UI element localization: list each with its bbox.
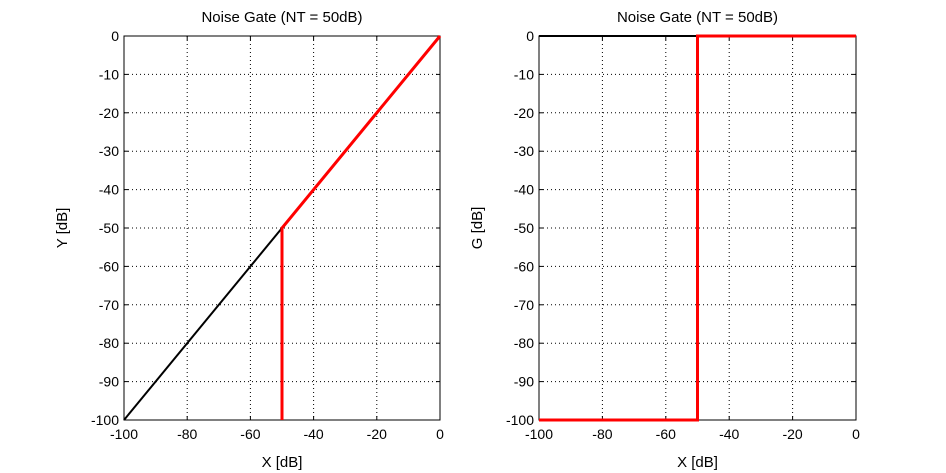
x-tick-label: -100	[110, 426, 138, 442]
x-tick-label: -40	[719, 426, 739, 442]
y-tick-label: -20	[514, 105, 534, 121]
y-tick-label: -40	[514, 182, 534, 198]
series-line-1	[123, 227, 283, 421]
y-tick-label: -40	[99, 182, 119, 198]
series-line-2	[280, 35, 442, 420]
chart-title: Noise Gate (NT = 50dB)	[617, 9, 778, 26]
y-tick-label: -20	[99, 105, 119, 121]
x-axis-label: X [dB]	[677, 454, 718, 471]
y-tick-label: -60	[99, 258, 119, 274]
y-tick-label: -60	[514, 258, 534, 274]
series-line-2	[539, 34, 856, 422]
left-chart: -100 -80 -60 -40 -20 0 0 -10 -20 -30 -40 -50 -60 -70 -…	[54, 9, 444, 471]
y-tick-label: -50	[514, 220, 534, 236]
x-tick-label: 0	[436, 426, 444, 442]
y-axis-label: G [dB]	[469, 207, 486, 250]
y-tick-label: -10	[99, 66, 119, 82]
right-chart: -100 -80 -60 -40 -20 0 0 -10 -20 -30 -40 -50 -60 -70 -…	[469, 9, 860, 471]
x-tick-label: -60	[656, 426, 676, 442]
y-tick-label: -50	[99, 220, 119, 236]
y-tick-label: -90	[514, 374, 534, 390]
y-tick-label: -90	[99, 374, 119, 390]
y-tick-label: -30	[514, 143, 534, 159]
x-tick-label: -100	[525, 426, 553, 442]
y-tick-label: -100	[91, 412, 119, 428]
x-tick-label: -80	[177, 426, 197, 442]
x-tick-label: -60	[240, 426, 260, 442]
y-tick-label: -10	[514, 66, 534, 82]
y-tick-label: 0	[526, 28, 534, 44]
y-tick-label: -100	[506, 412, 534, 428]
chart-title: Noise Gate (NT = 50dB)	[201, 9, 362, 26]
x-tick-label: -20	[782, 426, 802, 442]
y-tick-label: -80	[99, 335, 119, 351]
x-tick-label: -20	[367, 426, 387, 442]
x-axis-label: X [dB]	[262, 454, 303, 471]
x-tick-label: -80	[592, 426, 612, 442]
y-tick-label: -80	[514, 335, 534, 351]
y-axis-label: Y [dB]	[54, 208, 71, 249]
y-tick-label: 0	[111, 28, 119, 44]
x-tick-label: -40	[303, 426, 323, 442]
x-tick-label: 0	[852, 426, 860, 442]
y-tick-label: -70	[514, 297, 534, 313]
y-tick-label: -30	[99, 143, 119, 159]
y-tick-label: -70	[99, 297, 119, 313]
